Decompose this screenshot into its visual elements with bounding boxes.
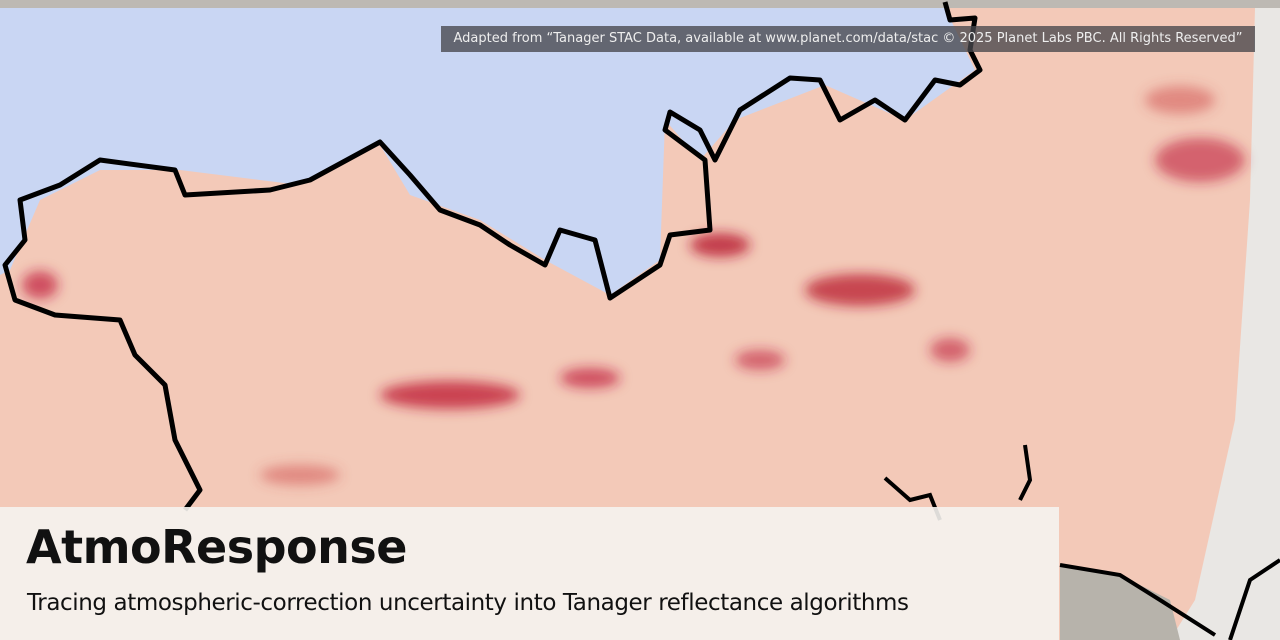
hotspot — [805, 274, 915, 306]
hotspot — [22, 271, 58, 299]
title: AtmoResponse — [26, 520, 407, 574]
hotspot — [1155, 138, 1245, 182]
boundary-line — [2, 1, 983, 512]
subtitle: Tracing atmospheric-correction uncertain… — [27, 590, 909, 616]
hotspot — [260, 465, 340, 485]
swath-cool — [0, 8, 975, 295]
land-gray — [1060, 565, 1180, 640]
hotspot — [1145, 86, 1215, 114]
hotspot — [930, 338, 970, 362]
attribution: Adapted from “Tanager STAC Data, availab… — [441, 26, 1255, 52]
hotspot — [690, 233, 750, 257]
title-panel — [0, 507, 1059, 640]
top-strip — [0, 0, 1280, 8]
boundary-line — [883, 444, 1280, 640]
hotspots — [22, 86, 1245, 485]
hotspot — [560, 368, 620, 388]
hotspot — [380, 381, 520, 409]
hotspot — [735, 350, 785, 370]
